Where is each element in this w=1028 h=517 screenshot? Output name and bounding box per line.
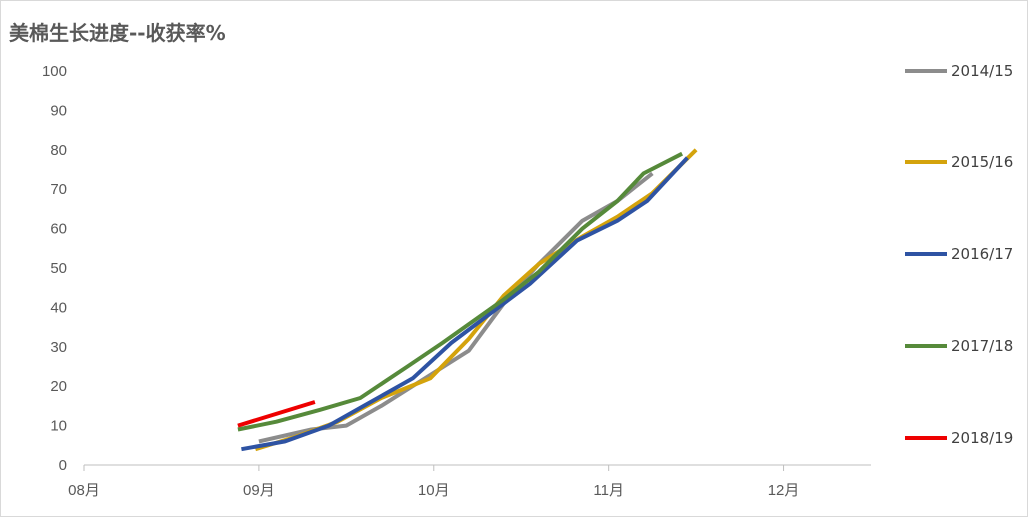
- y-tick-label: 0: [59, 457, 67, 474]
- x-tick-label: 09月: [243, 482, 275, 499]
- legend-label: 2016/17: [951, 245, 1013, 263]
- y-tick-label: 70: [50, 181, 67, 198]
- y-tick-label: 50: [50, 260, 67, 277]
- y-tick-label: 80: [50, 142, 67, 159]
- legend-label: 2018/19: [951, 429, 1013, 447]
- y-tick-label: 10: [50, 418, 67, 435]
- y-tick-label: 40: [50, 299, 67, 316]
- legend-label: 2017/18: [951, 337, 1013, 355]
- legend-label: 2014/15: [951, 62, 1013, 80]
- y-tick-label: 60: [50, 221, 67, 238]
- y-tick-label: 90: [50, 102, 67, 119]
- x-tick-label: 10月: [418, 482, 450, 499]
- series-line-2017-18: [237, 151, 684, 432]
- series-line-2014-15: [258, 171, 654, 444]
- series-line-2015-16: [254, 148, 698, 452]
- chart-title: 美棉生长进度--收获率%: [9, 21, 226, 45]
- y-tick-label: 20: [50, 378, 67, 395]
- x-tick-label: 12月: [768, 482, 800, 499]
- series-line-2016-17: [241, 156, 689, 452]
- y-tick-label: 100: [42, 63, 67, 80]
- x-tick-label: 08月: [68, 482, 100, 499]
- x-tick-label: 11月: [593, 482, 624, 499]
- series-line-2018-19: [237, 400, 316, 428]
- legend-label: 2015/16: [951, 153, 1013, 171]
- y-tick-label: 30: [50, 339, 67, 356]
